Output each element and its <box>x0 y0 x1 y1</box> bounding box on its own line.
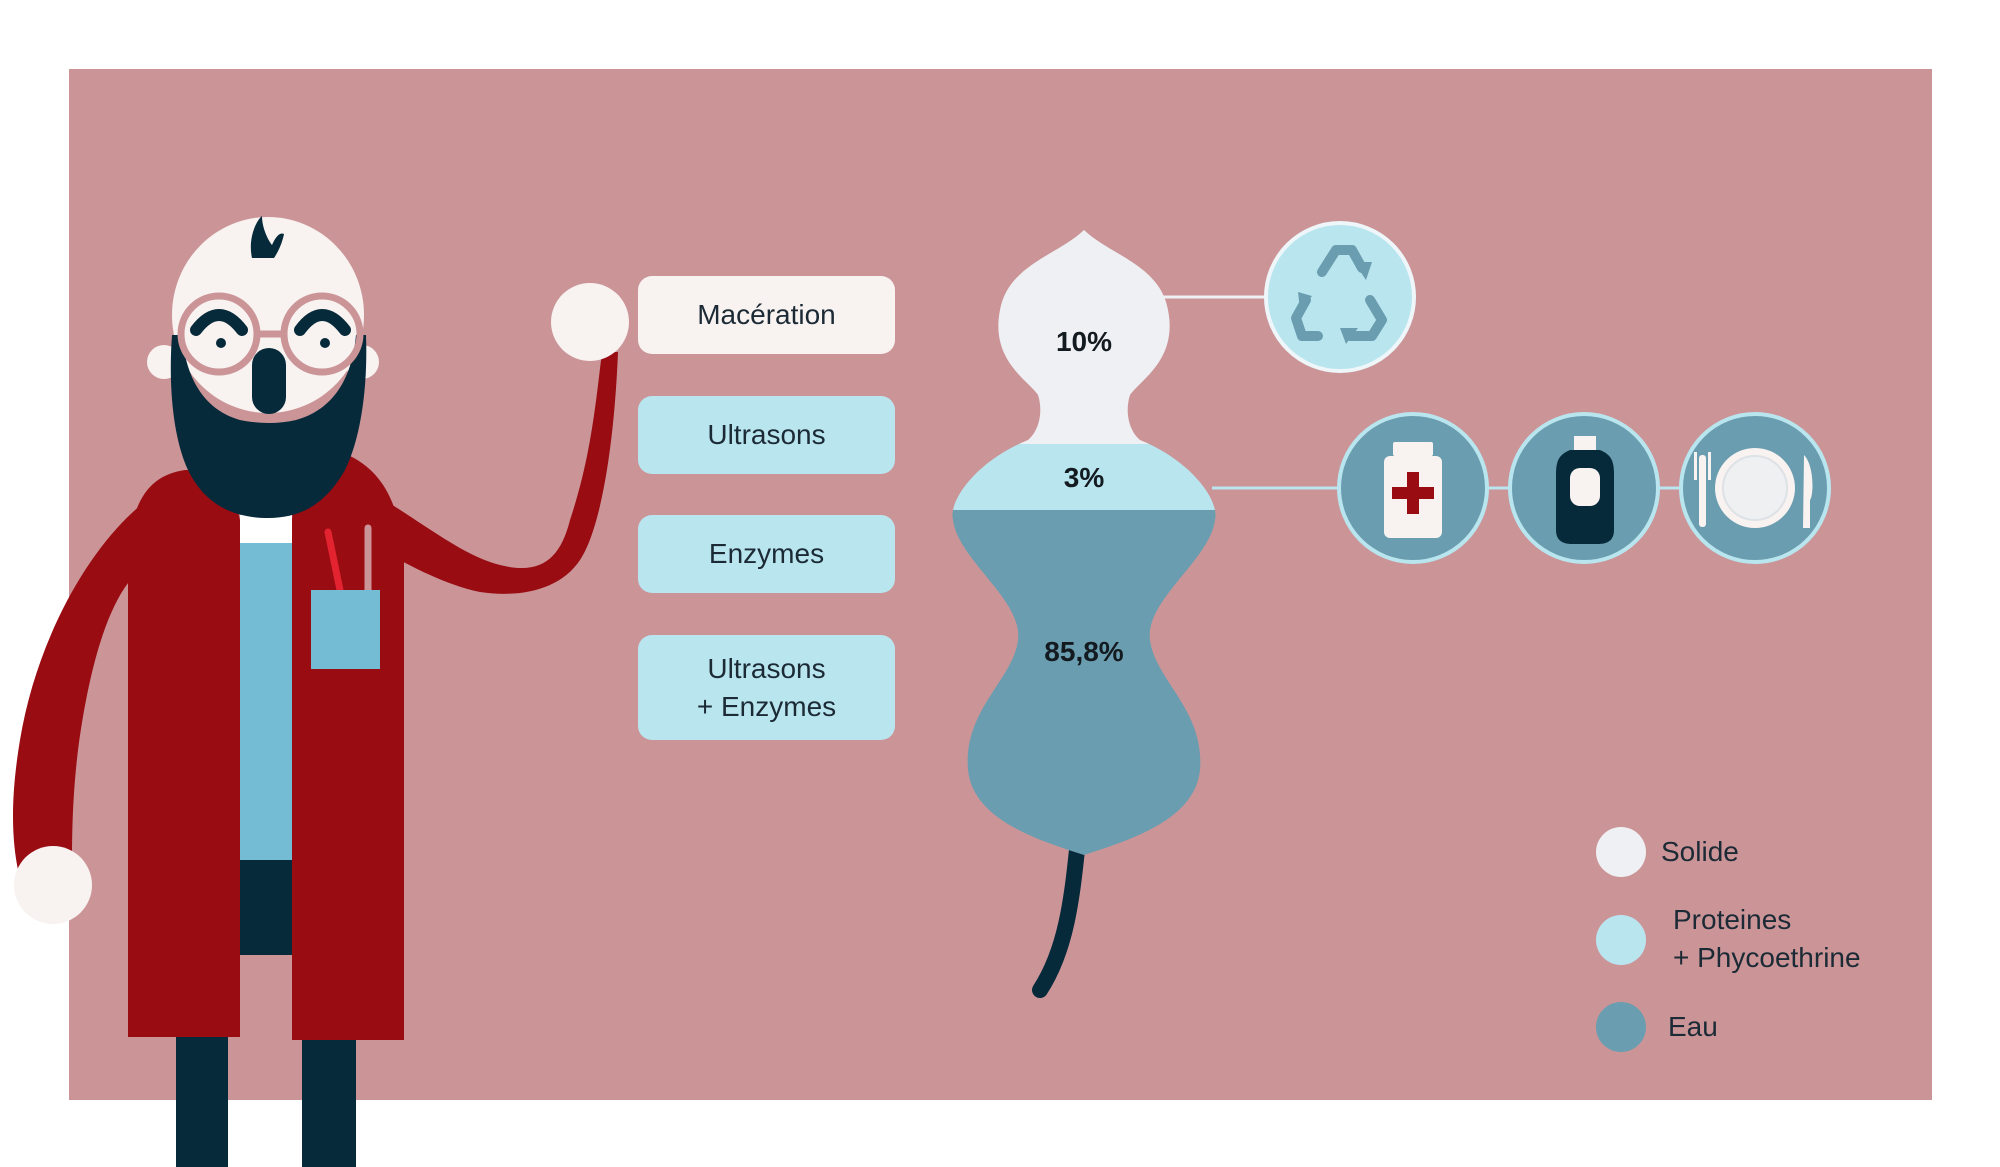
method-maceration-label: Macération <box>697 299 836 330</box>
coat-pocket <box>311 590 380 669</box>
vessel-tail <box>1032 832 1086 998</box>
method-maceration: Macération <box>638 276 895 354</box>
right-eye <box>320 338 330 348</box>
method-enzymes: Enzymes <box>638 515 895 593</box>
method-enzymes-label: Enzymes <box>708 538 825 569</box>
red-pen <box>324 528 344 594</box>
legend-water-text: Eau <box>1668 1011 1718 1042</box>
plate-cutlery-icon <box>1679 412 1831 564</box>
nose <box>252 348 286 414</box>
head <box>172 217 364 413</box>
beard <box>170 335 367 518</box>
cosmetic-bottle-icon <box>1508 412 1660 564</box>
legend-swatch-solid <box>1596 827 1646 877</box>
legend-swatch-proteins <box>1596 915 1646 965</box>
water-section <box>952 510 1216 855</box>
coat-left-panel <box>128 470 240 1037</box>
lowered-arm <box>13 480 180 870</box>
right-eyebrow <box>294 309 351 336</box>
left-leg <box>176 1020 228 1167</box>
raised-hand <box>551 283 629 361</box>
legend-label-solid: Solide <box>1661 833 1739 871</box>
raised-arm <box>360 352 618 594</box>
solid-percent-label: 10% <box>1055 326 1113 357</box>
water-percent-label: 85,8% <box>1044 636 1124 667</box>
left-eyebrow <box>190 309 248 336</box>
recycle-icon <box>1264 221 1416 373</box>
pants <box>236 855 300 955</box>
coat-right-panel <box>292 455 404 1040</box>
legend-label-proteins: Proteines + Phycoethrine <box>1673 901 1861 977</box>
method-ultrasons-label: Ultrasons <box>707 419 826 450</box>
legend-label-water: Eau <box>1668 1008 1718 1046</box>
proteins-percent-label: 3% <box>1063 462 1105 493</box>
scientist-illustration <box>13 216 629 1167</box>
method-ultrasons-enzymes-line1: Ultrasons <box>707 652 826 684</box>
shirt <box>240 530 294 860</box>
left-eye <box>216 338 226 348</box>
method-ultrasons: Ultrasons <box>638 396 895 474</box>
legend-swatch-water <box>1596 1002 1646 1052</box>
hair-tuft <box>250 216 284 258</box>
legend-proteins-line1: Proteines <box>1673 904 1792 935</box>
legend-proteins-line2: + Phycoethrine <box>1673 942 1861 973</box>
right-leg <box>302 1020 356 1167</box>
method-ultrasons-enzymes: Ultrasons + Enzymes <box>638 635 895 740</box>
collar <box>240 515 294 543</box>
medicine-bottle-icon <box>1337 412 1489 564</box>
legend-solid-text: Solide <box>1661 836 1739 867</box>
lowered-hand <box>14 846 92 924</box>
method-ultrasons-enzymes-line2: + Enzymes <box>696 690 837 722</box>
